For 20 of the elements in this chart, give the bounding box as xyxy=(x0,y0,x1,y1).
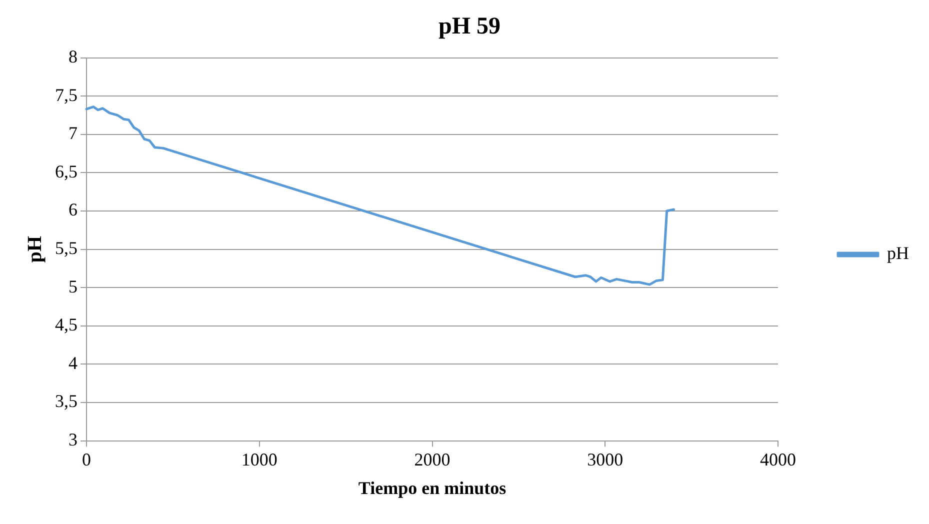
y-tick-label: 4,5 xyxy=(55,314,78,335)
legend-label: pH xyxy=(887,243,909,264)
x-tick-label: 1000 xyxy=(241,449,278,470)
y-tick-label: 3 xyxy=(68,430,78,450)
y-axis-title: pH xyxy=(24,236,46,263)
y-tick-label: 6 xyxy=(68,200,78,220)
x-tick-label: 3000 xyxy=(587,449,624,470)
y-tick-label: 4 xyxy=(68,352,78,373)
y-tick-label: 8 xyxy=(68,46,78,67)
y-tick-label: 3,5 xyxy=(55,391,78,412)
chart-title: pH 59 xyxy=(438,14,501,40)
x-tick-label: 2000 xyxy=(414,449,450,470)
y-tick-label: 7,5 xyxy=(55,84,78,105)
x-tick-label: 0 xyxy=(82,449,91,470)
x-axis-title: Tiempo en minutos xyxy=(358,478,506,498)
y-tick-label: 6,5 xyxy=(55,161,78,182)
x-tick-label: 4000 xyxy=(760,449,796,470)
y-tick-label: 5 xyxy=(68,276,78,296)
y-tick-label: 5,5 xyxy=(55,238,78,258)
y-tick-label: 7 xyxy=(68,123,78,144)
